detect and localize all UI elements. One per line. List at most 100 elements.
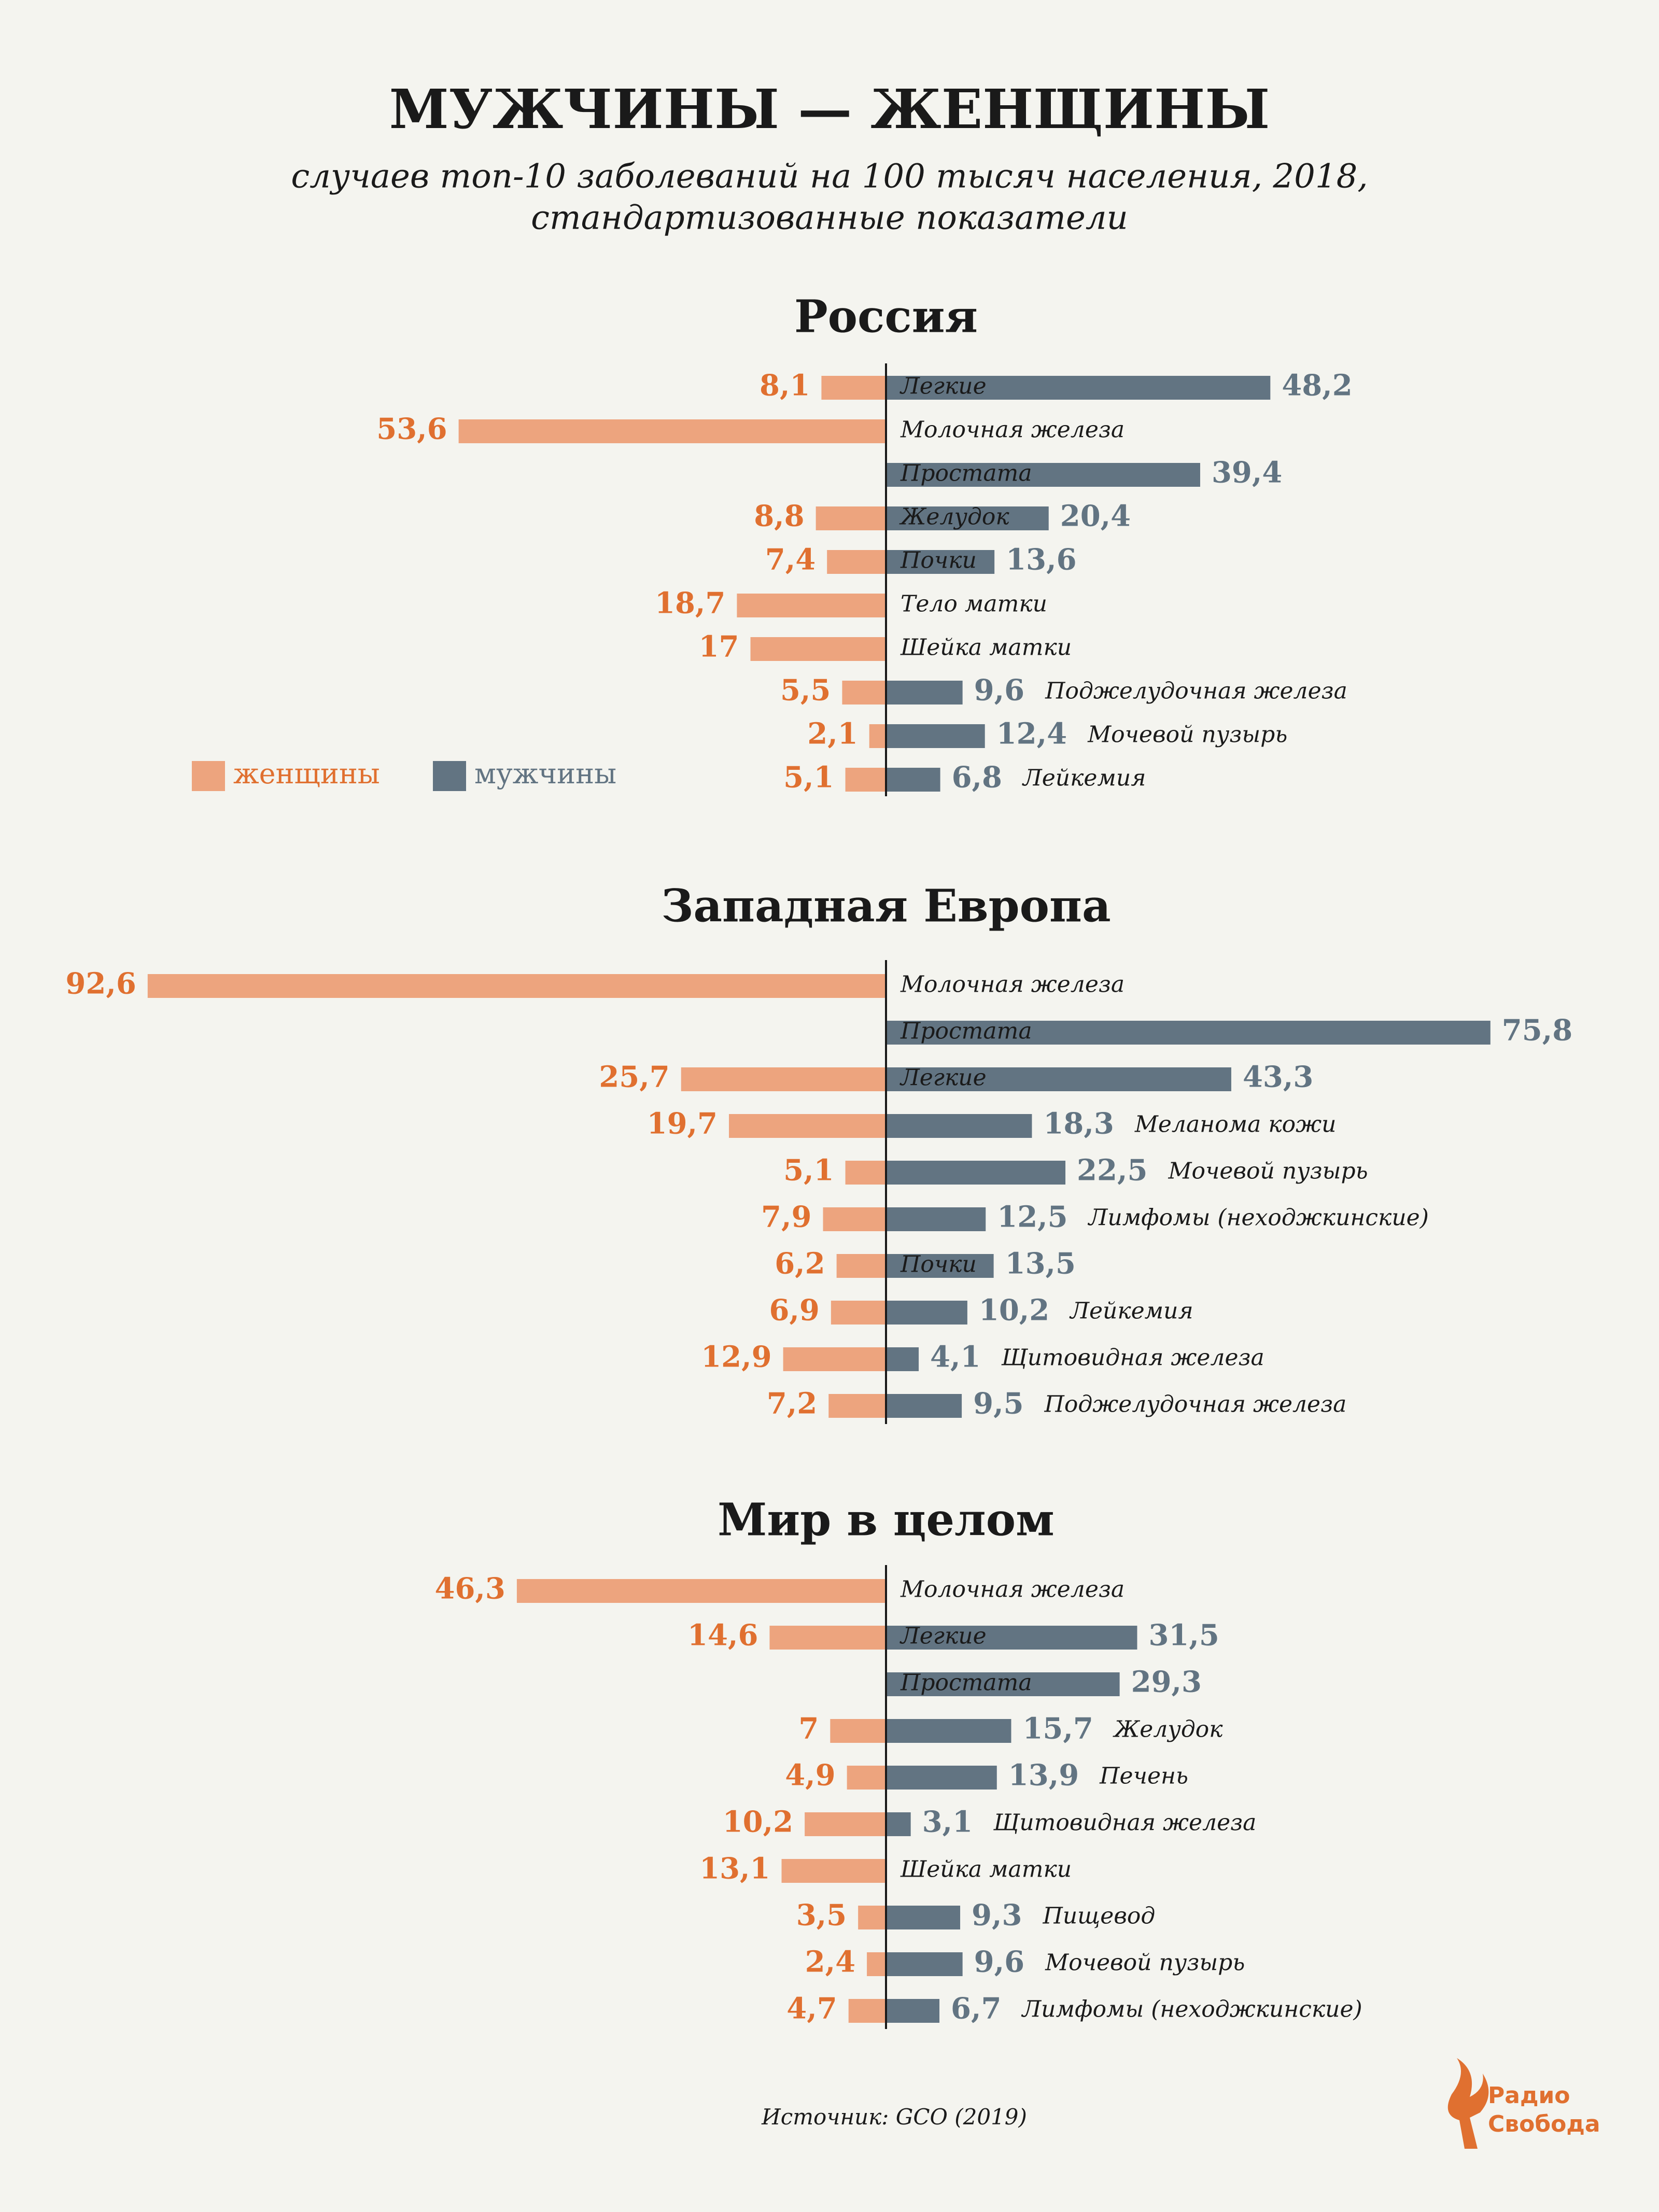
bar-women [845, 1161, 886, 1185]
bar-women [821, 376, 886, 400]
value-label: 7,2 [767, 1387, 817, 1421]
bar-men [886, 1812, 911, 1836]
value-label: 13,5 [1005, 1247, 1076, 1281]
bar-men [886, 463, 1200, 487]
category-label: Тело матки [901, 591, 1047, 617]
value-label: 9,5 [973, 1387, 1023, 1421]
category-label: Пищевод [1042, 1903, 1155, 1929]
value-label: 7,9 [761, 1200, 811, 1234]
bar-men [886, 1626, 1137, 1650]
value-label: 12,4 [996, 717, 1067, 751]
value-label: 2,1 [807, 717, 857, 751]
category-label: Меланома кожи [1134, 1111, 1337, 1138]
category-label: Простата [900, 1670, 1032, 1696]
category-label: Поджелудочная железа [1044, 1391, 1347, 1418]
value-label: 19,7 [647, 1107, 718, 1141]
value-label: 9,3 [972, 1898, 1022, 1933]
title: МУЖЧИНЫ — ЖЕНЩИНЫ [389, 77, 1270, 141]
value-label: 15,7 [1022, 1712, 1093, 1746]
bar-women [830, 1719, 886, 1743]
bar-men [886, 1114, 1032, 1138]
value-label: 17 [699, 630, 739, 664]
bar-women [147, 974, 886, 998]
logo-icon [1447, 2058, 1489, 2149]
legend-label: женщины [233, 757, 380, 790]
category-label: Почки [900, 547, 977, 574]
value-label: 18,7 [655, 586, 725, 621]
category-label: Легкие [899, 373, 987, 400]
value-label: 10,2 [979, 1293, 1049, 1328]
bar-men [886, 1766, 997, 1790]
source: Источник: GCO (2019) [761, 2104, 1027, 2130]
value-label: 92,6 [65, 967, 136, 1001]
bar-men [886, 1021, 1491, 1045]
value-label: 6,9 [769, 1293, 819, 1328]
bar-men [886, 1672, 1120, 1696]
bar-women [681, 1067, 886, 1091]
category-label: Желудок [1113, 1716, 1223, 1743]
bar-women [831, 1301, 886, 1325]
bar-women [836, 1254, 886, 1278]
bar-men [886, 1906, 961, 1929]
value-label: 25,7 [599, 1060, 669, 1094]
category-label: Легкие [899, 1065, 987, 1091]
bar-men [886, 1067, 1231, 1091]
bar-men [886, 550, 995, 574]
bar-men [886, 724, 985, 748]
bar-men [886, 506, 1049, 530]
value-label: 18,3 [1043, 1107, 1114, 1141]
bar-women [729, 1114, 886, 1138]
value-label: 6,7 [951, 1992, 1001, 2026]
value-label: 43,3 [1243, 1060, 1313, 1094]
category-label: Шейка матки [900, 635, 1072, 661]
value-label: 4,9 [785, 1758, 835, 1793]
category-label: Щитовидная железа [993, 1810, 1256, 1836]
legend-swatch [433, 761, 466, 791]
bar-women [783, 1347, 886, 1371]
category-label: Простата [900, 460, 1032, 487]
bar-women [737, 594, 886, 617]
bar-women [848, 1999, 886, 2023]
category-label: Мочевой пузырь [1045, 1950, 1245, 1976]
value-label: 6,2 [775, 1247, 825, 1281]
bar-men [886, 768, 940, 792]
category-label: Простата [900, 1018, 1032, 1045]
category-label: Лимфомы (неходжкинские) [1021, 1996, 1362, 2023]
bar-women [769, 1626, 886, 1650]
value-label: 4,7 [786, 1992, 837, 2026]
legend-swatch [192, 761, 225, 791]
region-title: Мир в целом [718, 1494, 1055, 1546]
category-label: Молочная железа [900, 1576, 1124, 1603]
bar-women [827, 550, 886, 574]
subtitle: случаев топ-10 заболеваний на 100 тысяч … [291, 158, 1368, 196]
bar-men [886, 681, 963, 705]
value-label: 7,4 [765, 543, 816, 577]
bar-women [516, 1579, 886, 1603]
value-label: 7 [798, 1712, 819, 1746]
bar-women [858, 1906, 886, 1929]
bar-men [886, 376, 1271, 400]
value-label: 3,1 [922, 1805, 973, 1839]
value-label: 4,1 [930, 1340, 980, 1374]
value-label: 13,6 [1006, 543, 1076, 577]
category-label: Молочная железа [900, 417, 1124, 443]
category-label: Мочевой пузырь [1168, 1158, 1368, 1185]
bar-women [847, 1766, 886, 1790]
bar-men [886, 1207, 986, 1231]
category-label: Лимфомы (неходжкинские) [1088, 1205, 1429, 1231]
bar-women [823, 1207, 886, 1231]
value-label: 48,2 [1282, 369, 1352, 403]
category-label: Лейкемия [1022, 765, 1146, 792]
value-label: 20,4 [1060, 499, 1131, 533]
bar-women [867, 1952, 886, 1976]
value-label: 9,6 [974, 673, 1024, 708]
bar-men [886, 1394, 962, 1418]
bar-women [805, 1812, 886, 1836]
bar-men [886, 1301, 967, 1325]
category-label: Молочная железа [900, 971, 1124, 998]
bar-women [869, 724, 886, 748]
bar-women [458, 419, 886, 443]
value-label: 8,1 [760, 369, 810, 403]
